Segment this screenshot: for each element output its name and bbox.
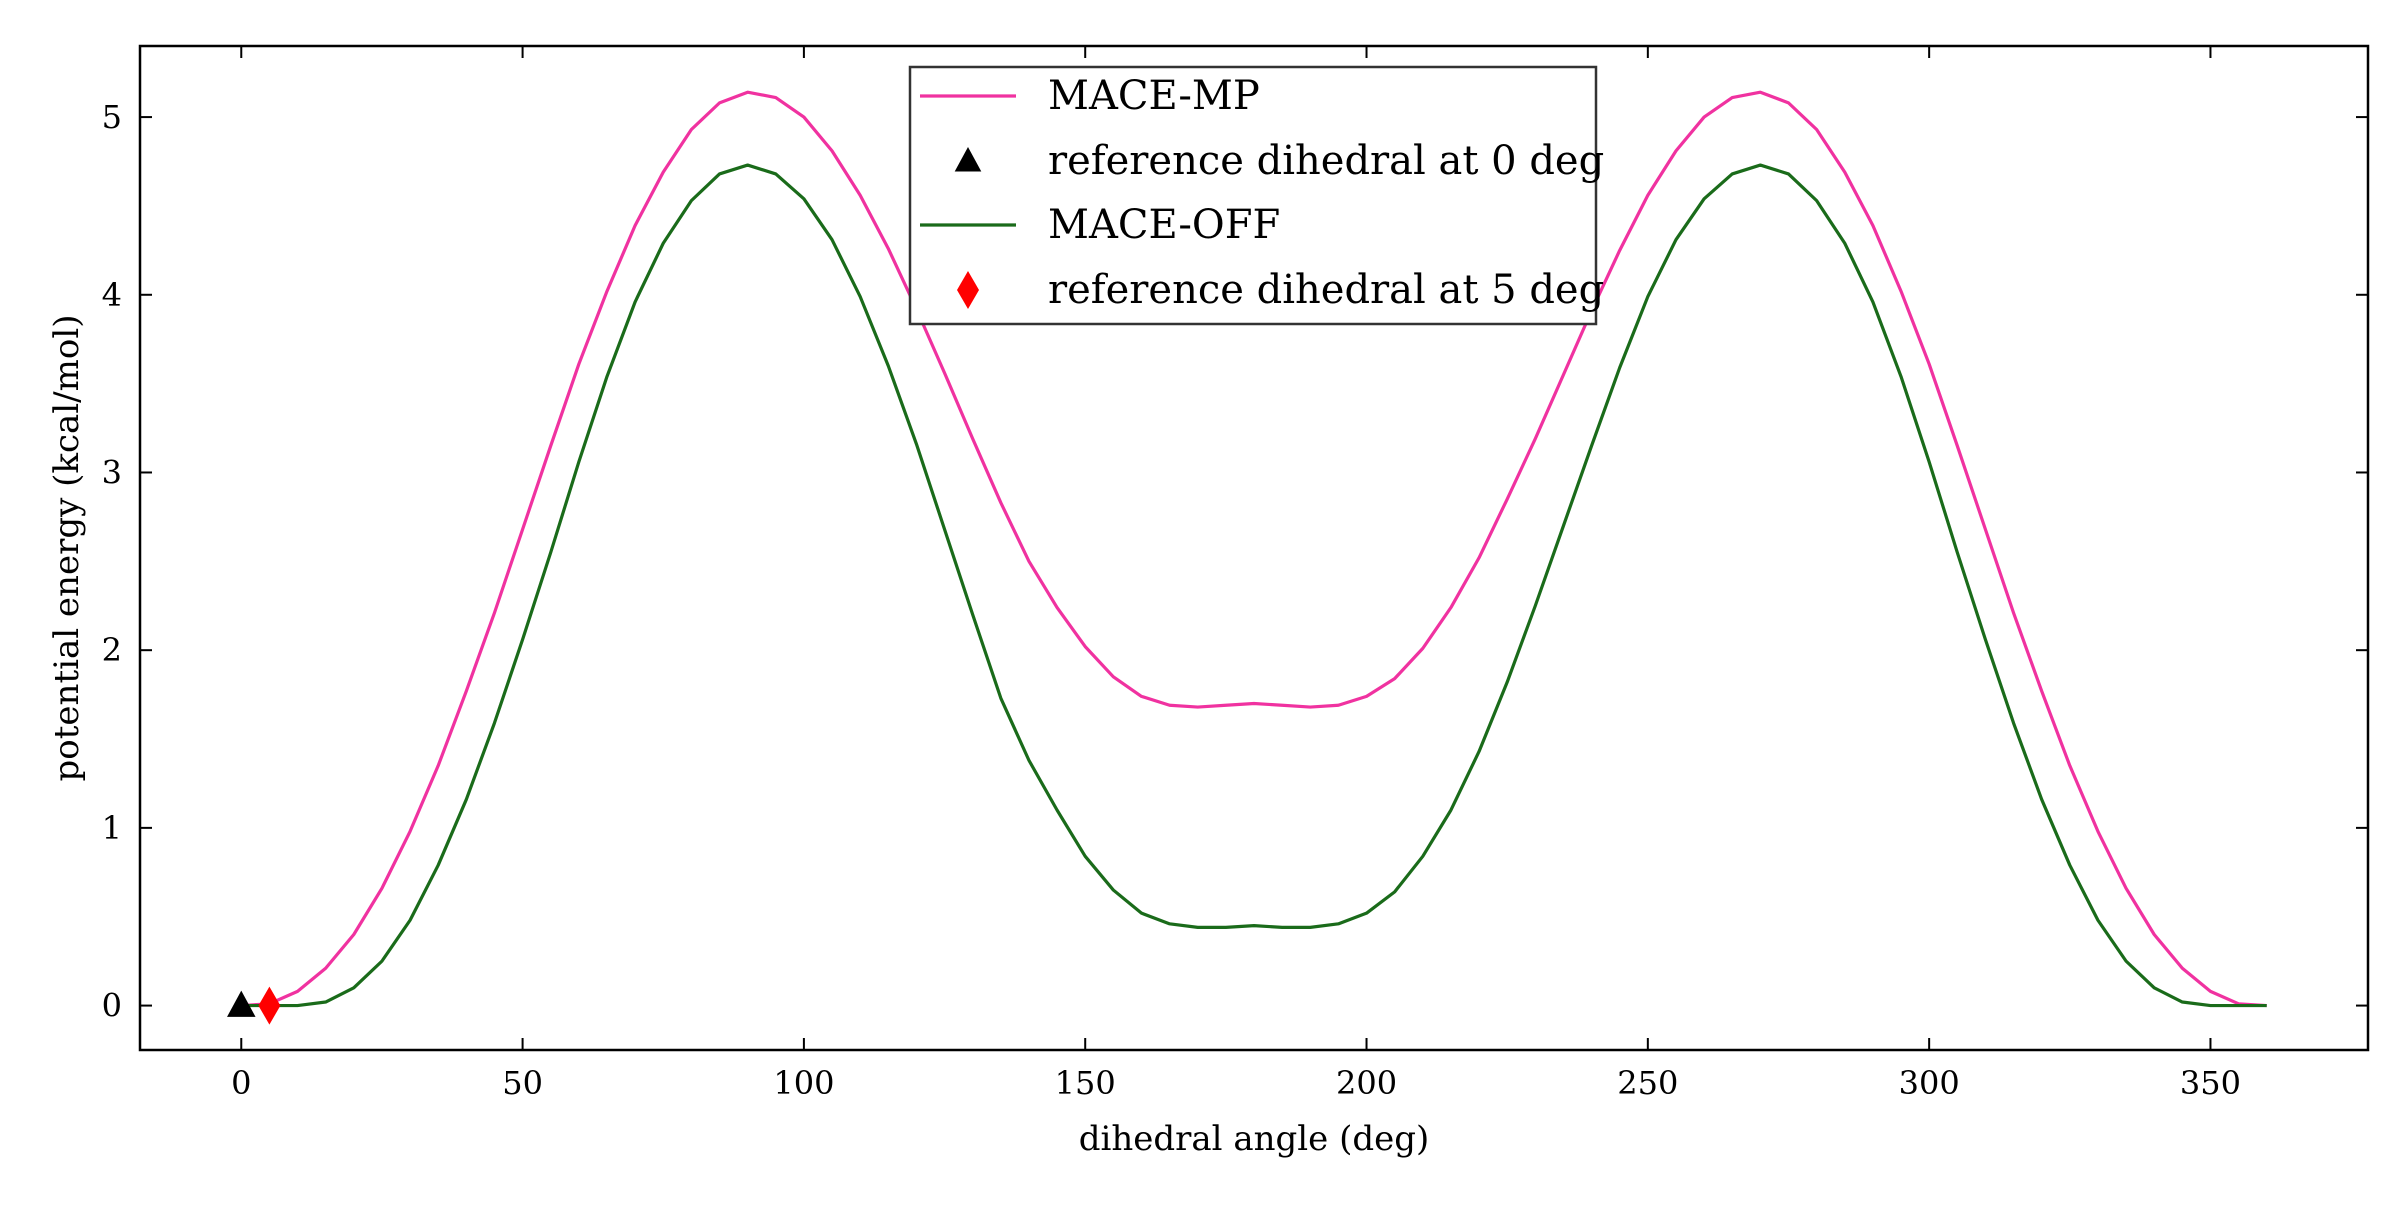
legend-label-mace-mp: MACE-MP bbox=[1048, 73, 1260, 119]
y-tick-label: 0 bbox=[102, 987, 122, 1025]
x-tick-label: 100 bbox=[773, 1064, 834, 1102]
reference-marker-triangle bbox=[227, 990, 256, 1017]
plot-frame bbox=[138, 44, 2370, 1052]
x-tick-label: 150 bbox=[1055, 1064, 1116, 1102]
legend-swatch-triangle bbox=[954, 147, 982, 172]
legend-box bbox=[908, 65, 1598, 326]
x-tick-label: 0 bbox=[231, 1064, 251, 1102]
x-tick-label: 250 bbox=[1617, 1064, 1678, 1102]
legend-label-mace-off: MACE-OFF bbox=[1048, 202, 1280, 248]
x-tick-label: 350 bbox=[2180, 1064, 2241, 1102]
legend: MACE-MP reference dihedral at 0 deg MACE-O… bbox=[908, 65, 1604, 326]
series-line-mace-mp bbox=[241, 90, 2267, 1008]
series-line-mace-off bbox=[241, 163, 2267, 1008]
y-tick-label: 1 bbox=[102, 809, 122, 847]
x-axis-title: dihedral angle (deg) bbox=[1079, 1119, 1430, 1159]
y-axis-title: potential energy (kcal/mol) bbox=[47, 315, 87, 782]
y-tick-label: 5 bbox=[102, 98, 122, 136]
series-layer bbox=[227, 90, 2267, 1025]
x-tick-label: 200 bbox=[1336, 1064, 1397, 1102]
legend-swatch-diamond bbox=[957, 271, 979, 309]
y-tick-label: 2 bbox=[102, 631, 122, 669]
axes-layer: 0 50 100 150 200 250 300 350 0 1 2 3 4 5 dihedral angl… bbox=[47, 44, 2370, 1159]
legend-label-reference-dihedral-at-0-deg: reference dihedral at 0 deg bbox=[1048, 138, 1604, 184]
y-tick-label: 4 bbox=[102, 276, 122, 314]
reference-marker-diamond bbox=[258, 986, 281, 1025]
legend-label-reference-dihedral-at-5-deg: reference dihedral at 5 deg bbox=[1048, 267, 1604, 313]
y-tick-label: 3 bbox=[102, 453, 122, 491]
x-tick-label: 50 bbox=[502, 1064, 543, 1102]
x-tick-label: 300 bbox=[1899, 1064, 1960, 1102]
